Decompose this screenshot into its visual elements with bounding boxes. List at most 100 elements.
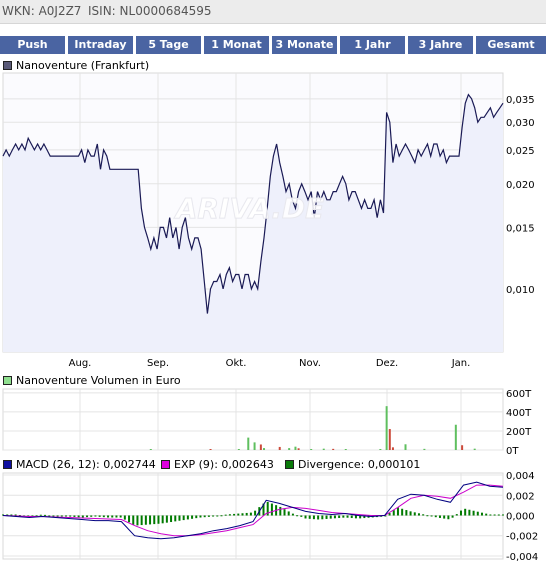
divergence-bar xyxy=(128,515,131,523)
month-xtick-label: Sep. xyxy=(147,358,169,369)
divergence-bar xyxy=(233,513,236,516)
divergence-bar xyxy=(447,515,450,520)
volume-bar xyxy=(322,448,325,450)
volume-ytick-label: 0T xyxy=(506,446,519,457)
volume-ytick-label: 400T xyxy=(506,408,532,419)
header-divider xyxy=(0,23,546,24)
tab-intraday[interactable]: Intraday xyxy=(68,36,133,54)
volume-bar xyxy=(461,445,464,450)
divergence-bar xyxy=(321,515,324,520)
price-legend: Nanoventure (Frankfurt) xyxy=(3,59,149,73)
divergence-bar xyxy=(312,515,315,520)
price-legend-label: Nanoventure (Frankfurt) xyxy=(16,59,150,72)
divergence-bar xyxy=(86,515,89,518)
divergence-bar xyxy=(35,515,38,517)
wkn-label: WKN: A0J2Z7 xyxy=(2,4,82,18)
divergence-bar xyxy=(132,515,135,525)
divergence-bar xyxy=(455,514,458,516)
volume-legend: Nanoventure Volumen in Euro xyxy=(3,374,181,388)
divergence-bar xyxy=(107,515,110,518)
volume-bar xyxy=(332,448,335,450)
divergence-bar xyxy=(384,515,387,517)
price-ytick-label: 0,015 xyxy=(506,223,535,234)
divergence-bar xyxy=(333,515,336,519)
divergence-bar xyxy=(14,514,17,516)
divergence-bar xyxy=(317,515,320,520)
volume-bar xyxy=(149,449,152,450)
divergence-bar xyxy=(228,514,231,516)
divergence-bar xyxy=(476,511,479,516)
divergence-bar xyxy=(39,514,42,516)
divergence-legend: Divergence: 0,000101 xyxy=(285,458,420,472)
tab-1-monat[interactable]: 1 Monat xyxy=(204,36,269,54)
tab-gesamt[interactable]: Gesamt xyxy=(476,36,546,54)
divergence-bar xyxy=(409,511,412,516)
tab-push[interactable]: Push xyxy=(0,36,65,54)
divergence-bar xyxy=(186,515,189,520)
exp-legend-label: EXP (9): 0,002643 xyxy=(174,458,274,471)
divergence-bar xyxy=(325,515,328,519)
tab-5-tage[interactable]: 5 Tage xyxy=(136,36,201,54)
divergence-bar xyxy=(262,503,265,516)
divergence-bar xyxy=(191,515,194,519)
divergence-bar xyxy=(300,515,303,517)
month-xtick-label: Jan. xyxy=(451,358,471,369)
volume-bar xyxy=(263,448,266,450)
divergence-bar xyxy=(44,514,47,516)
tab-3-jahre[interactable]: 3 Jahre xyxy=(408,36,473,54)
divergence-bar xyxy=(426,515,429,517)
divergence-bar xyxy=(48,515,51,517)
divergence-bar xyxy=(94,515,97,517)
divergence-bar xyxy=(52,515,55,517)
divergence-bar xyxy=(10,514,13,516)
divergence-bar xyxy=(220,515,223,517)
divergence-bar xyxy=(81,515,84,518)
divergence-bar xyxy=(165,515,168,523)
volume-bar xyxy=(209,449,212,450)
divergence-bar xyxy=(464,508,467,516)
divergence-bar xyxy=(405,510,408,516)
volume-legend-swatch xyxy=(3,376,12,385)
macd-ytick-label: -0,002 xyxy=(506,532,538,543)
divergence-bar xyxy=(270,503,273,516)
divergence-bar xyxy=(18,515,21,517)
price-ytick-label: 0,020 xyxy=(506,180,535,191)
divergence-bar xyxy=(459,510,462,516)
divergence-bar xyxy=(178,515,181,521)
divergence-bar xyxy=(422,514,425,516)
divergence-bar xyxy=(401,508,404,516)
divergence-bar xyxy=(90,515,93,517)
macd-ytick-label: 0,004 xyxy=(506,471,535,482)
divergence-bar xyxy=(69,515,72,517)
volume-bar xyxy=(259,444,262,450)
divergence-bar xyxy=(388,513,391,516)
volume-bar xyxy=(310,449,313,450)
divergence-bar xyxy=(480,512,483,516)
divergence-bar xyxy=(346,515,349,518)
divergence-bar xyxy=(119,515,122,518)
divergence-bar xyxy=(6,514,9,516)
divergence-bar xyxy=(359,515,362,519)
volume-bar xyxy=(423,448,426,450)
divergence-bar xyxy=(237,513,240,516)
volume-bar xyxy=(294,446,297,450)
volume-bar xyxy=(473,448,476,450)
price-area xyxy=(3,94,503,352)
tab-3-monate[interactable]: 3 Monate xyxy=(272,36,337,54)
volume-bar xyxy=(404,444,407,450)
divergence-bar xyxy=(417,513,420,516)
divergence-bar xyxy=(157,515,160,524)
volume-bar xyxy=(278,446,281,450)
divergence-bar xyxy=(216,515,219,517)
divergence-bar xyxy=(308,515,311,519)
volume-bar xyxy=(454,424,457,450)
isin-label: ISIN: NL0000684595 xyxy=(88,4,212,18)
divergence-bar xyxy=(249,512,252,516)
divergence-bar xyxy=(241,513,244,516)
macd-line xyxy=(2,481,504,540)
volume-bar xyxy=(237,449,240,450)
tab-1-jahr[interactable]: 1 Jahr xyxy=(340,36,405,54)
divergence-bar xyxy=(438,515,441,518)
divergence-bar xyxy=(60,515,63,517)
